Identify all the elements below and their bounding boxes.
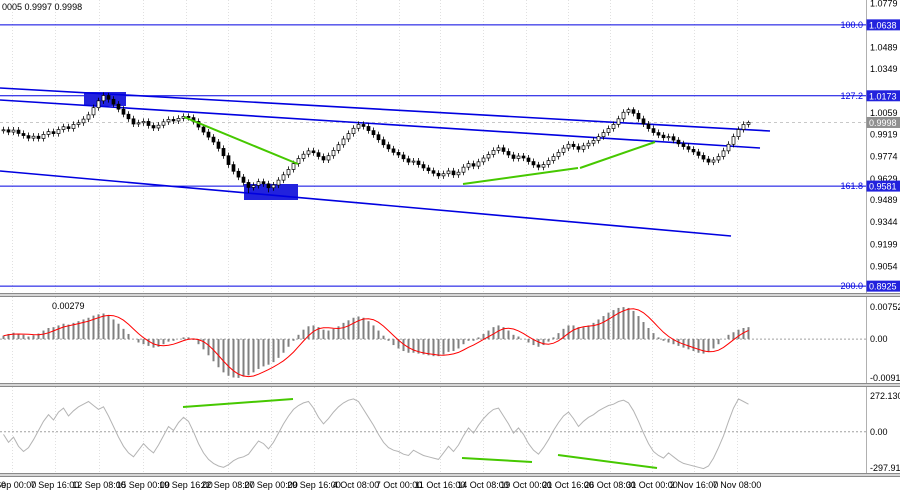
svg-text:0.9489: 0.9489 — [870, 195, 898, 205]
time-axis-label: 14 Oct 08:00 — [457, 480, 509, 490]
ohlc-quote: 0005 0.9997 0.9998 — [2, 2, 83, 12]
macd-axis-labels: 0.00752 0.00 -0.00912 0.00279 — [52, 301, 900, 383]
time-axis-label: 12 Sep 08:00 — [72, 480, 126, 490]
pattern-lines[interactable] — [183, 116, 656, 185]
macd-indicator-panel[interactable]: 0.00752 0.00 -0.00912 0.00279 — [0, 297, 900, 383]
svg-text:100.0: 100.0 — [840, 20, 863, 30]
svg-text:0.9054: 0.9054 — [870, 261, 898, 271]
grid-lines — [12, 387, 738, 473]
panel-separator[interactable] — [0, 383, 900, 387]
svg-text:0.00752: 0.00752 — [870, 302, 900, 312]
svg-text:161.8: 161.8 — [840, 181, 863, 191]
svg-text:-297.9105: -297.9105 — [870, 463, 900, 473]
time-axis-label: 21 Oct 16:00 — [542, 480, 594, 490]
svg-text:1.0779: 1.0779 — [870, 0, 898, 8]
fibonacci-lines[interactable] — [0, 24, 866, 287]
time-axis-label: 19 Sep 16:00 — [159, 480, 213, 490]
svg-text:0.9998: 0.9998 — [869, 118, 897, 128]
svg-text:0.9919: 0.9919 — [870, 130, 898, 140]
time-axis-label: 27 Sep 00:00 — [244, 480, 298, 490]
panel-separator[interactable] — [0, 293, 900, 297]
svg-text:0.9774: 0.9774 — [870, 152, 898, 162]
svg-text:200.0: 200.0 — [840, 281, 863, 291]
svg-text:1.0489: 1.0489 — [870, 43, 898, 53]
panel-separator[interactable] — [0, 473, 900, 477]
svg-text:1.0349: 1.0349 — [870, 64, 898, 74]
time-axis-label: 7 Sep 16:00 — [30, 480, 80, 490]
time-axis-label: 1 Sep 00:00 — [0, 480, 37, 490]
macd-histogram — [2, 307, 750, 378]
svg-text:0.8925: 0.8925 — [869, 282, 897, 292]
svg-text:0.00279: 0.00279 — [52, 301, 85, 311]
svg-text:1.0638: 1.0638 — [869, 20, 897, 30]
time-axis-label: 0 — [1, 480, 7, 490]
cci-indicator-panel[interactable]: 272.1309 0.00 -297.9105 — [0, 387, 900, 473]
svg-text:0.00: 0.00 — [870, 334, 888, 344]
candlesticks — [1, 92, 751, 194]
trend-lines[interactable] — [0, 87, 771, 237]
svg-text:0.9344: 0.9344 — [870, 217, 898, 227]
highlight-rectangles[interactable] — [84, 92, 298, 200]
time-axis-label: 15 Sep 00:00 — [116, 480, 170, 490]
cci-canvas[interactable]: 272.1309 0.00 -297.9105 — [0, 387, 900, 473]
cci-axis-labels: 272.1309 0.00 -297.9105 — [870, 391, 900, 473]
time-axis-label: 31 Oct 00:00 — [626, 480, 678, 490]
macd-signal-line — [3, 308, 749, 378]
svg-text:0.9199: 0.9199 — [870, 239, 898, 249]
cci-pattern-lines[interactable] — [182, 398, 658, 469]
price-axis-labels: 1.0779 1.0489 1.0349 1.0059 0.9919 0.9774 0.96… — [870, 0, 898, 271]
time-axis-label: 22 Sep 08:00 — [201, 480, 255, 490]
cci-line — [3, 398, 749, 470]
time-axis-label: 19 Oct 00:00 — [500, 480, 552, 490]
time-axis-label: 29 Sep 16:00 — [287, 480, 341, 490]
svg-text:1.0173: 1.0173 — [869, 91, 897, 101]
price-chart-panel[interactable]: 1.0779 1.0489 1.0349 1.0059 0.9919 0.9774 0.96… — [0, 0, 900, 293]
time-axis-label: 4 Oct 08:00 — [332, 480, 380, 490]
time-axis-label: 7 Nov 08:00 — [712, 480, 762, 490]
grid-lines — [12, 0, 738, 293]
svg-text:-0.00912: -0.00912 — [870, 373, 900, 383]
current-price-box: 0.9998 — [866, 116, 900, 128]
time-axis-label: 11 Oct 16:00 — [414, 480, 466, 490]
price-chart-canvas[interactable]: 1.0779 1.0489 1.0349 1.0059 0.9919 0.9774 0.96… — [0, 0, 900, 293]
svg-text:0.00: 0.00 — [870, 427, 888, 437]
svg-text:127.2: 127.2 — [840, 91, 863, 101]
time-axis-label: 26 Oct 08:00 — [584, 480, 636, 490]
macd-canvas[interactable]: 0.00752 0.00 -0.00912 0.00279 — [0, 297, 900, 383]
svg-text:1.0059: 1.0059 — [870, 108, 898, 118]
svg-text:272.1309: 272.1309 — [870, 391, 900, 401]
time-axis-label: 2 Nov 16:00 — [669, 480, 719, 490]
svg-text:0.9581: 0.9581 — [869, 182, 897, 192]
fib-level-labels: 100.0 1.0638 127.2 1.0173 161.8 0.9581 200.0 0.… — [840, 19, 900, 292]
svg-text:0.9629: 0.9629 — [870, 174, 898, 184]
time-axis-label: 7 Oct 00:00 — [375, 480, 423, 490]
